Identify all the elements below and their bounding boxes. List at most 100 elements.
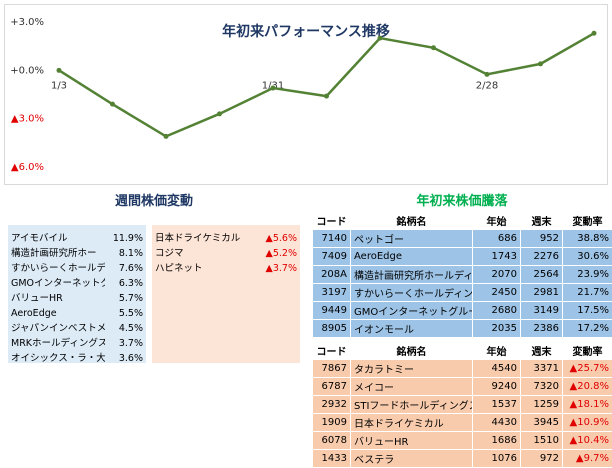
change: ▲3.7% [259, 261, 300, 276]
cell: ベステラ [351, 450, 473, 468]
cell: 4430 [473, 414, 521, 432]
cell: ▲18.1% [563, 396, 612, 414]
cell: すかいらーくホールディングス [351, 284, 473, 302]
cell: 208A [313, 266, 351, 284]
cell: 2276 [521, 248, 563, 266]
list-row: コジマ▲5.2% [152, 246, 300, 261]
cell: 3197 [313, 284, 351, 302]
cell: ▲20.8% [563, 378, 612, 396]
y-tick-label: ▲6.0% [11, 162, 44, 173]
cell: 4540 [473, 360, 521, 378]
cell: 3371 [521, 360, 563, 378]
cell: メイコー [351, 378, 473, 396]
header-cell: 変動率 [563, 342, 612, 360]
change: 4.5% [105, 321, 146, 336]
weekly-losers: 日本ドライケミカル▲5.6%コジマ▲5.2%ハピネット▲3.7% [152, 225, 300, 363]
cell: 1433 [313, 450, 351, 468]
cell: 38.8% [563, 230, 612, 248]
header-cell: コード [313, 342, 351, 360]
cell: 2981 [521, 284, 563, 302]
cell: 7320 [521, 378, 563, 396]
line-point [324, 94, 329, 99]
change: 3.6% [105, 351, 146, 366]
y-tick-label: ▲3.0% [11, 114, 44, 125]
cell: 6078 [313, 432, 351, 450]
cell: 8905 [313, 320, 351, 338]
cell: 972 [521, 450, 563, 468]
line-point [431, 45, 436, 50]
header-cell: 年始 [473, 212, 521, 230]
stock-name: ハピネット [152, 261, 259, 276]
line-point [538, 61, 543, 66]
x-tick-label: 2/28 [476, 80, 498, 91]
cell: 9240 [473, 378, 521, 396]
cell: 686 [473, 230, 521, 248]
stock-name: すかいらーくホールディ [8, 261, 105, 276]
cell: 2932 [313, 396, 351, 414]
cell: ペットゴー [351, 230, 473, 248]
stock-name: オイシックス・ラ・大地 [8, 351, 105, 366]
cell: 6787 [313, 378, 351, 396]
chart: 年初来パフォーマンス推移 +3.0%+0.0%▲3.0%▲6.0%1/31/31… [0, 0, 612, 190]
change: ▲5.2% [259, 246, 300, 261]
list-row: 日本ドライケミカル▲5.6% [152, 231, 300, 246]
cell: 2070 [473, 266, 521, 284]
cell: 7409 [313, 248, 351, 266]
header-cell: 銘柄名 [351, 342, 473, 360]
cell: 2035 [473, 320, 521, 338]
cell: 2680 [473, 302, 521, 320]
cell: 3149 [521, 302, 563, 320]
cell: 1510 [521, 432, 563, 450]
stock-name: アイモバイル [8, 231, 105, 246]
cell: 17.2% [563, 320, 612, 338]
page: 年初来パフォーマンス推移 +3.0%+0.0%▲3.0%▲6.0%1/31/31… [0, 0, 612, 454]
cell: ▲10.4% [563, 432, 612, 450]
cell: 7867 [313, 360, 351, 378]
line-point [378, 36, 383, 41]
header-cell: 週末 [521, 342, 563, 360]
stock-name: バリューHR [8, 291, 105, 306]
y-tick-label: +3.0% [10, 17, 44, 28]
cell: 1259 [521, 396, 563, 414]
cell: 21.7% [563, 284, 612, 302]
cell: 952 [521, 230, 563, 248]
cell: 1743 [473, 248, 521, 266]
cell: 17.5% [563, 302, 612, 320]
stock-name: MRKホールディングス [8, 336, 105, 351]
line-point [57, 68, 62, 73]
header-cell: コード [313, 212, 351, 230]
stock-name: コジマ [152, 246, 259, 261]
chart-title: 年初来パフォーマンス推移 [222, 23, 390, 40]
line-point [110, 102, 115, 107]
stock-name: ジャパンインベストメン [8, 321, 105, 336]
table-row: 3197すかいらーくホールディングス2450298121.7% [313, 284, 612, 302]
cell: 1909 [313, 414, 351, 432]
ytd-title: 年初来株価騰落 [312, 190, 612, 209]
header-cell: 銘柄名 [351, 212, 473, 230]
cell: 2386 [521, 320, 563, 338]
line-point [485, 72, 490, 77]
cell: ▲10.9% [563, 414, 612, 432]
table-row: 208A構造計画研究所ホールディング2070256423.9% [313, 266, 612, 284]
header-row: コード銘柄名年始週末変動率 [313, 212, 612, 230]
stock-name: GMOインターネットグ [8, 276, 105, 291]
header-cell: 変動率 [563, 212, 612, 230]
list-row: ハピネット▲3.7% [152, 261, 300, 276]
cell: ▲9.7% [563, 450, 612, 468]
